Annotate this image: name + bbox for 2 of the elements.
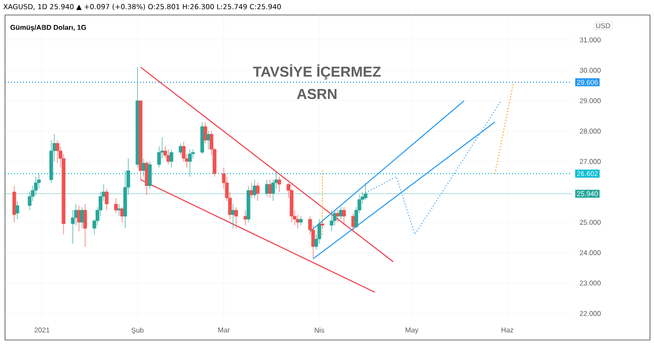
annotation: TAVSİYE İÇERMEZ (253, 64, 381, 80)
annotation: ASRN (296, 88, 336, 100)
